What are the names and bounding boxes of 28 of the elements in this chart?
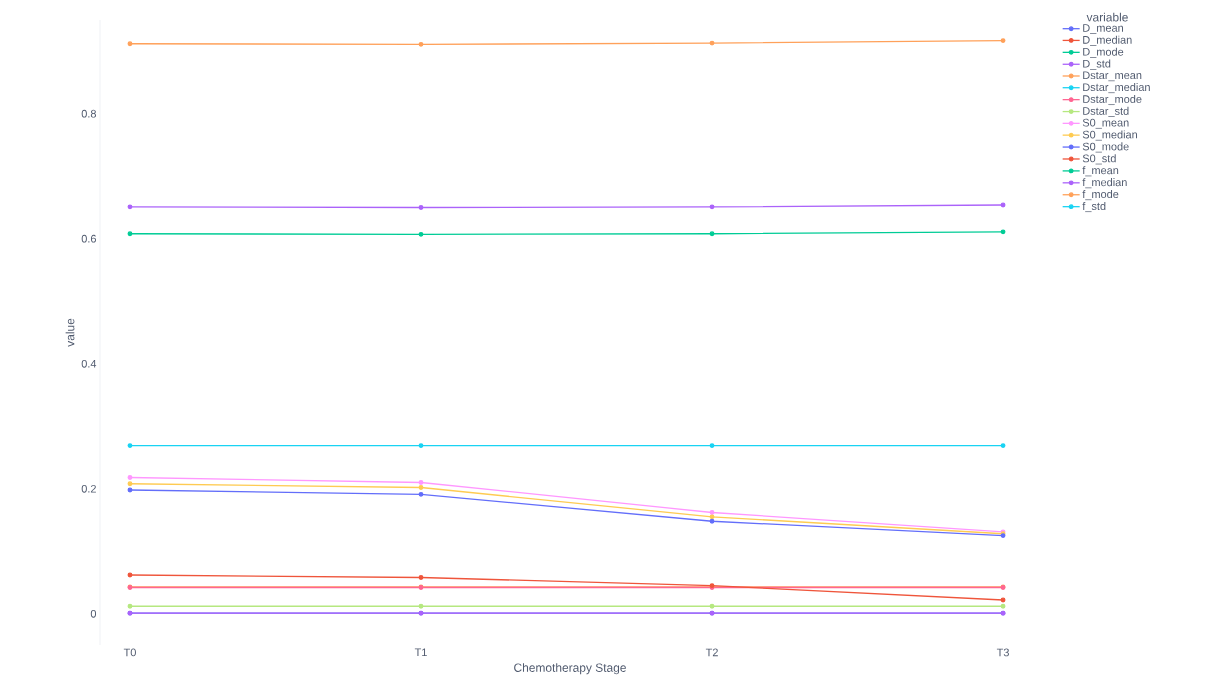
- legend-label: Dstar_mean: [1083, 71, 1142, 82]
- legend-title: variable: [1086, 12, 1128, 22]
- y-axis-title: value: [65, 318, 75, 347]
- legend-label: S0_std: [1082, 154, 1116, 165]
- x-tick-label: T3: [996, 648, 1009, 657]
- legend-label: f_median: [1082, 178, 1127, 189]
- y-tick-label: 0.6: [81, 234, 96, 243]
- legend-label: f_mean: [1082, 166, 1119, 177]
- x-tick-label: T1: [414, 648, 427, 657]
- x-axis-title: Chemotherapy Stage: [514, 663, 626, 675]
- legend-label: Dstar_std: [1083, 106, 1129, 117]
- y-tick-label: 0.8: [81, 109, 96, 118]
- legend-label: D_mode: [1083, 47, 1124, 58]
- x-tick-label: T0: [123, 648, 136, 657]
- legend-label: D_mean: [1083, 24, 1123, 34]
- legend-label: f_std: [1082, 201, 1106, 213]
- y-tick-label: 0.2: [81, 484, 96, 493]
- legend-label: f_mode: [1082, 190, 1119, 201]
- legend-label: Dstar_median: [1083, 83, 1150, 94]
- legend-label: S0_mean: [1082, 118, 1129, 129]
- y-tick-label: 0: [90, 609, 97, 618]
- legend-label: S0_mode: [1082, 142, 1129, 153]
- legend-label: Dstar_mode: [1083, 94, 1142, 106]
- legend-label: D_median: [1083, 35, 1132, 46]
- y-tick-label: 0.4: [81, 359, 97, 368]
- x-tick-label: T2: [705, 648, 718, 657]
- legend-label: S0_median: [1082, 130, 1138, 141]
- legend-label: D_std: [1083, 59, 1111, 70]
